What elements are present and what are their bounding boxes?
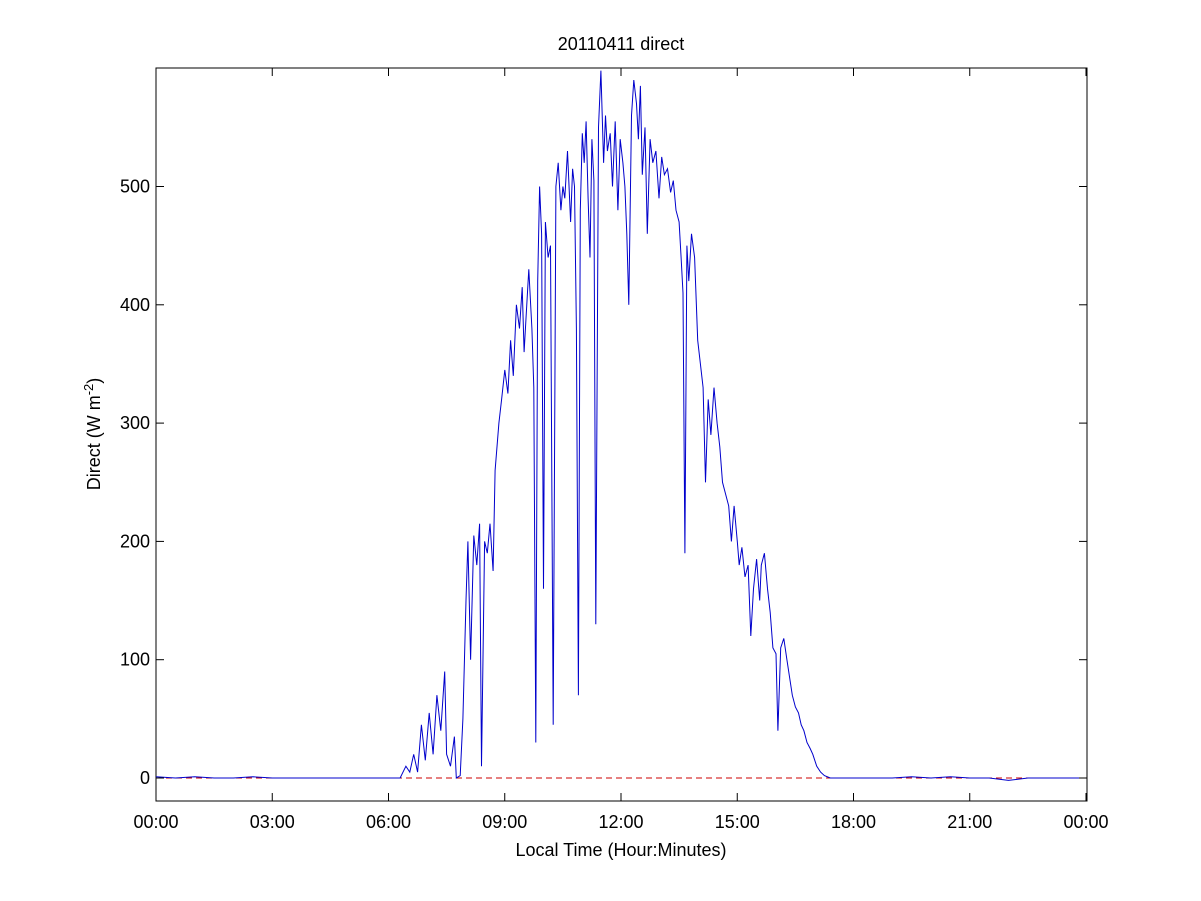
y-axis: 0 100 200 300 400 500	[120, 177, 1087, 788]
x-axis: 00:00 03:00 06:00 09:00 12:00 15:00 18:00 21:00…	[133, 68, 1109, 832]
y-tick-label: 500	[120, 177, 150, 197]
direct-irradiance-line	[155, 70, 1086, 781]
plot-area	[155, 67, 1088, 802]
x-tick-label: 21:00	[947, 812, 992, 832]
y-axis-label-superscript: -2	[81, 384, 96, 396]
y-axis-label-prefix: Direct (W m	[84, 395, 104, 490]
x-tick-label: 03:00	[250, 812, 295, 832]
y-tick-label: 100	[120, 650, 150, 670]
x-tick-label: 00:00	[133, 812, 178, 832]
y-tick-label: 400	[120, 295, 150, 315]
x-tick-label: 06:00	[366, 812, 411, 832]
x-tick-label: 00:00	[1063, 812, 1108, 832]
y-tick-label: 300	[120, 413, 150, 433]
chart-title: 20110411 direct	[558, 34, 684, 54]
y-axis-label: Direct (W m-2)	[81, 378, 104, 491]
y-axis-label-suffix: )	[84, 378, 104, 384]
x-tick-label: 18:00	[831, 812, 876, 832]
plot-frame	[155, 67, 1088, 802]
y-tick-label: 0	[140, 768, 150, 788]
x-tick-label: 15:00	[715, 812, 760, 832]
y-tick-label: 200	[120, 531, 150, 551]
x-tick-label: 12:00	[598, 812, 643, 832]
x-axis-label: Local Time (Hour:Minutes)	[515, 840, 726, 860]
x-tick-label: 09:00	[482, 812, 527, 832]
